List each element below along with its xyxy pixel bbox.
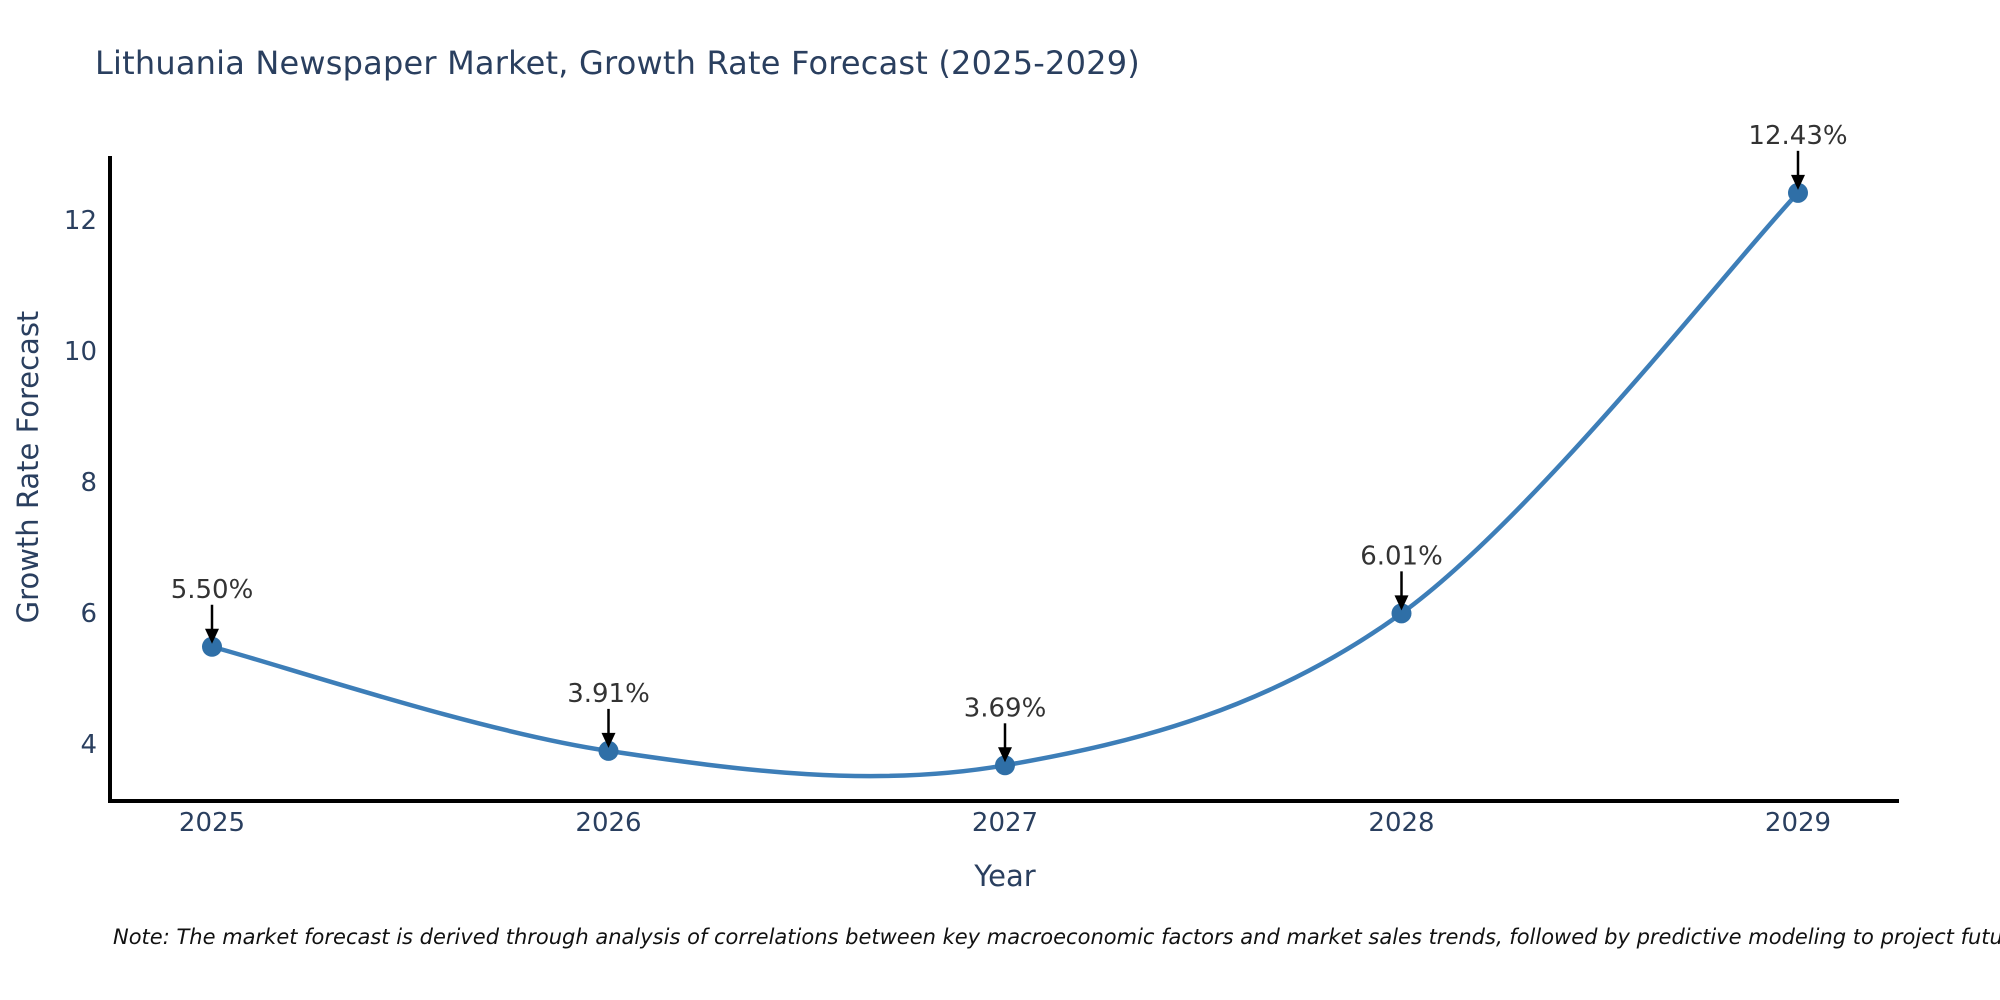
point-value-label: 3.91% (567, 679, 650, 709)
x-tick-label: 2028 (1368, 808, 1434, 838)
point-value-label: 5.50% (171, 575, 254, 605)
y-tick-label: 8 (80, 468, 97, 498)
data-point-marker (1788, 182, 1808, 203)
y-tick-label: 6 (80, 599, 97, 629)
annotation-arrow-head (1791, 174, 1805, 190)
y-tick-label: 4 (80, 730, 97, 760)
data-point-marker (1391, 603, 1412, 624)
annotation-arrow-head (205, 628, 219, 644)
annotation-arrow-head (998, 747, 1012, 763)
annotation-arrow-head (1394, 595, 1409, 611)
x-tick-label: 2027 (972, 808, 1038, 838)
chart-title: Lithuania Newspaper Market, Growth Rate … (95, 44, 1140, 82)
point-value-label: 6.01% (1360, 541, 1443, 571)
forecast-line (209, 190, 1801, 779)
x-axis-title: Year (974, 859, 1036, 893)
x-tick-label: 2029 (1765, 808, 1831, 838)
data-point-marker (202, 636, 222, 657)
y-tick-label: 10 (64, 337, 97, 367)
point-value-label: 12.43% (1748, 121, 1847, 151)
data-point-marker (995, 755, 1015, 776)
point-value-label: 3.69% (964, 693, 1047, 723)
x-tick-label: 2026 (575, 808, 641, 838)
x-tick-label: 2025 (179, 808, 245, 838)
chart-footnote: Note: The market forecast is derived thr… (113, 925, 2000, 949)
data-point-marker (598, 740, 619, 761)
annotation-arrow-head (601, 732, 616, 748)
y-tick-label: 12 (64, 206, 97, 236)
